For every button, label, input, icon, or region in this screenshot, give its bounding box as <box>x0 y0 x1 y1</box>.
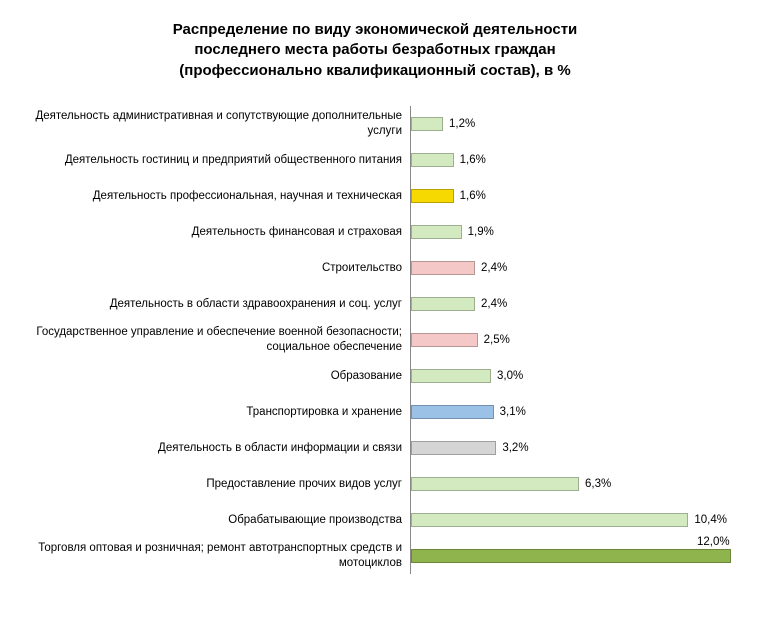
bar <box>411 369 491 383</box>
title-line-1: Распределение по виду экономической деят… <box>173 21 578 38</box>
label-row: Предоставление прочих видов услуг <box>20 466 410 502</box>
category-label: Образование <box>20 369 410 383</box>
bar-value: 3,1% <box>500 406 526 418</box>
category-label: Деятельность в области здравоохранения и… <box>20 297 410 311</box>
bar-row: 1,2% <box>411 106 731 142</box>
bar <box>411 333 478 347</box>
bar <box>411 261 475 275</box>
bar-value: 1,6% <box>460 154 486 166</box>
bar-value: 3,0% <box>497 370 523 382</box>
bar <box>411 549 731 563</box>
category-label: Торговля оптовая и розничная; ремонт авт… <box>20 541 410 570</box>
bar-row: 6,3% <box>411 466 731 502</box>
label-row: Транспортировка и хранение <box>20 394 410 430</box>
bar <box>411 189 454 203</box>
label-row: Деятельность в области здравоохранения и… <box>20 286 410 322</box>
label-row: Обрабатывающие производства <box>20 502 410 538</box>
bar-value: 10,4% <box>694 514 727 526</box>
labels-column: Деятельность административная и сопутств… <box>20 106 410 574</box>
bar-value: 2,5% <box>484 334 510 346</box>
bar <box>411 405 494 419</box>
bar-row: 2,4% <box>411 286 731 322</box>
bar <box>411 225 462 239</box>
bar <box>411 513 688 527</box>
chart-body: Деятельность административная и сопутств… <box>20 106 730 574</box>
title-line-3: (профессионально квалификационный состав… <box>179 62 570 79</box>
category-label: Государственное управление и обеспечение… <box>20 325 410 354</box>
bar-row: 2,4% <box>411 250 731 286</box>
bar-row: 1,6% <box>411 178 731 214</box>
bar-row: 3,2% <box>411 430 731 466</box>
chart-title: Распределение по виду экономической деят… <box>20 20 730 81</box>
bar-row: 3,0% <box>411 358 731 394</box>
category-label: Деятельность профессиональная, научная и… <box>20 189 410 203</box>
category-label: Предоставление прочих видов услуг <box>20 477 410 491</box>
category-label: Деятельность финансовая и страховая <box>20 225 410 239</box>
category-label: Деятельность в области информации и связ… <box>20 441 410 455</box>
label-row: Деятельность гостиниц и предприятий обще… <box>20 142 410 178</box>
bar-row: 10,4% <box>411 502 731 538</box>
chart-container: Распределение по виду экономической деят… <box>0 0 760 594</box>
bar-row: 1,9% <box>411 214 731 250</box>
bar-value: 12,0% <box>697 536 730 548</box>
bar-row: 3,1% <box>411 394 731 430</box>
bars-column: 1,2% 1,6% 1,6% 1,9% 2,4% 2,4% 2,5% 3,0% 3,1% 3,2%… <box>410 106 731 574</box>
bar-row: 12,0% <box>411 538 731 574</box>
bar-value: 1,9% <box>468 226 494 238</box>
label-row: Образование <box>20 358 410 394</box>
category-label: Транспортировка и хранение <box>20 405 410 419</box>
bar-value: 6,3% <box>585 478 611 490</box>
category-label: Деятельность административная и сопутств… <box>20 109 410 138</box>
bar-value: 1,6% <box>460 190 486 202</box>
label-row: Деятельность административная и сопутств… <box>20 106 410 142</box>
category-label: Обрабатывающие производства <box>20 513 410 527</box>
bar <box>411 153 454 167</box>
label-row: Строительство <box>20 250 410 286</box>
bar-value: 2,4% <box>481 262 507 274</box>
label-row: Деятельность финансовая и страховая <box>20 214 410 250</box>
bar-row: 1,6% <box>411 142 731 178</box>
category-label: Строительство <box>20 261 410 275</box>
bar-value: 3,2% <box>502 442 528 454</box>
label-row: Государственное управление и обеспечение… <box>20 322 410 358</box>
label-row: Торговля оптовая и розничная; ремонт авт… <box>20 538 410 574</box>
label-row: Деятельность в области информации и связ… <box>20 430 410 466</box>
bar-value: 1,2% <box>449 118 475 130</box>
bar-row: 2,5% <box>411 322 731 358</box>
category-label: Деятельность гостиниц и предприятий обще… <box>20 153 410 167</box>
title-line-2: последнего места работы безработных граж… <box>194 41 555 58</box>
bar <box>411 297 475 311</box>
bar <box>411 117 443 131</box>
bar-value: 2,4% <box>481 298 507 310</box>
label-row: Деятельность профессиональная, научная и… <box>20 178 410 214</box>
bar <box>411 477 579 491</box>
bar <box>411 441 496 455</box>
